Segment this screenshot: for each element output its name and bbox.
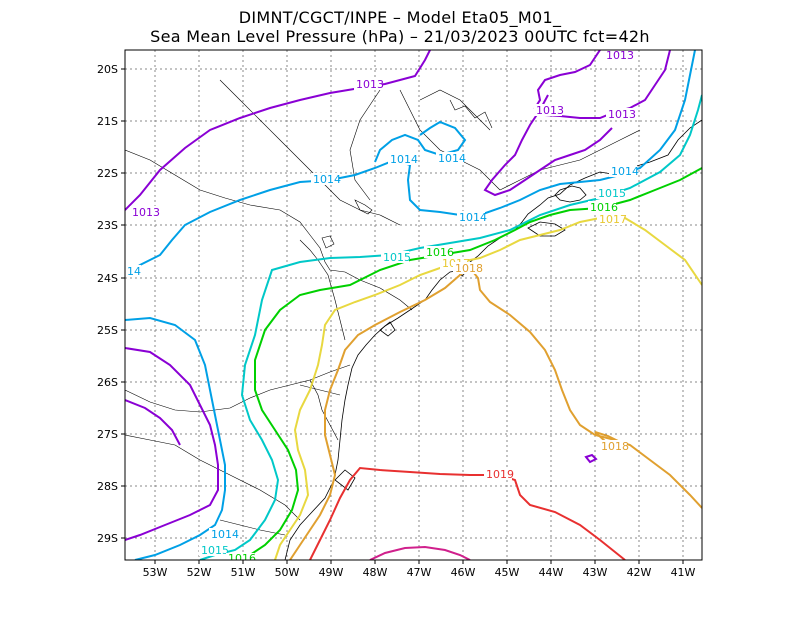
isobar-label-1014: 1014 bbox=[313, 173, 341, 186]
lon-label: 50W bbox=[275, 566, 300, 579]
tick-marks bbox=[121, 69, 683, 564]
lon-label: 47W bbox=[407, 566, 432, 579]
isobar-1018 bbox=[290, 268, 702, 560]
lat-label: 20S bbox=[97, 63, 118, 76]
lat-label: 27S bbox=[97, 428, 118, 441]
isobar-1014 bbox=[125, 50, 695, 560]
lon-label: 49W bbox=[319, 566, 344, 579]
isobar-label-1013: 1013 bbox=[606, 49, 634, 62]
lat-label: 21S bbox=[97, 115, 118, 128]
isobar-label-1013: 1013 bbox=[608, 108, 636, 121]
isobar-label-1015: 1015 bbox=[383, 251, 411, 264]
isobar-label-1013: 1013 bbox=[356, 78, 384, 91]
lat-label: 29S bbox=[97, 532, 118, 545]
isobar-label-1014: 14 bbox=[127, 265, 141, 278]
isobar-label-1013: 1013 bbox=[536, 104, 564, 117]
lon-label: 45W bbox=[495, 566, 520, 579]
lat-label: 23S bbox=[97, 219, 118, 232]
lat-label: 24S bbox=[97, 272, 118, 285]
isobar-1017 bbox=[275, 218, 702, 560]
isobar-label-1013: 1013 bbox=[132, 206, 160, 219]
lon-label: 43W bbox=[583, 566, 608, 579]
lat-label: 22S bbox=[97, 167, 118, 180]
isobar-label-1014: 1014 bbox=[459, 211, 487, 224]
lon-label: 44W bbox=[539, 566, 564, 579]
lat-label: 28S bbox=[97, 480, 118, 493]
isobar-label-1018: 1018 bbox=[601, 440, 629, 453]
lon-label: 52W bbox=[187, 566, 212, 579]
lon-label: 41W bbox=[671, 566, 696, 579]
lon-label: 46W bbox=[451, 566, 476, 579]
lat-label: 26S bbox=[97, 376, 118, 389]
isobar-1019 bbox=[310, 468, 625, 560]
isobar-label-1018: 1018 bbox=[455, 262, 483, 275]
isobar-label-1016: 1016 bbox=[228, 552, 256, 565]
lat-label: 25S bbox=[97, 324, 118, 337]
isobar-1013 bbox=[125, 50, 670, 540]
isobar-label-1015: 1015 bbox=[598, 187, 626, 200]
isobar-1016 bbox=[240, 168, 702, 560]
isobar-label-1014: 1014 bbox=[211, 528, 239, 541]
isobar-label-1014: 1014 bbox=[438, 152, 466, 165]
latitude-labels: 20S 21S 22S 23S 24S 25S 26S 27S 28S 29S bbox=[97, 63, 118, 545]
contour-labels: 1013 1013 1013 1013 1013 1014 1014 1014 … bbox=[125, 49, 639, 565]
isobar-label-1017: 1017 bbox=[599, 213, 627, 226]
isobar-label-1014: 1014 bbox=[611, 165, 639, 178]
isobar-label-1015: 1015 bbox=[201, 544, 229, 557]
lon-label: 51W bbox=[231, 566, 256, 579]
lon-label: 53W bbox=[143, 566, 168, 579]
isobar-label-1014: 1014 bbox=[390, 153, 418, 166]
lon-label: 48W bbox=[363, 566, 388, 579]
lon-label: 42W bbox=[627, 566, 652, 579]
isobar-1020 bbox=[370, 547, 470, 560]
longitude-labels: 53W 52W 51W 50W 49W 48W 47W 46W 45W 44W … bbox=[143, 566, 696, 579]
isobar-label-1019: 1019 bbox=[486, 468, 514, 481]
